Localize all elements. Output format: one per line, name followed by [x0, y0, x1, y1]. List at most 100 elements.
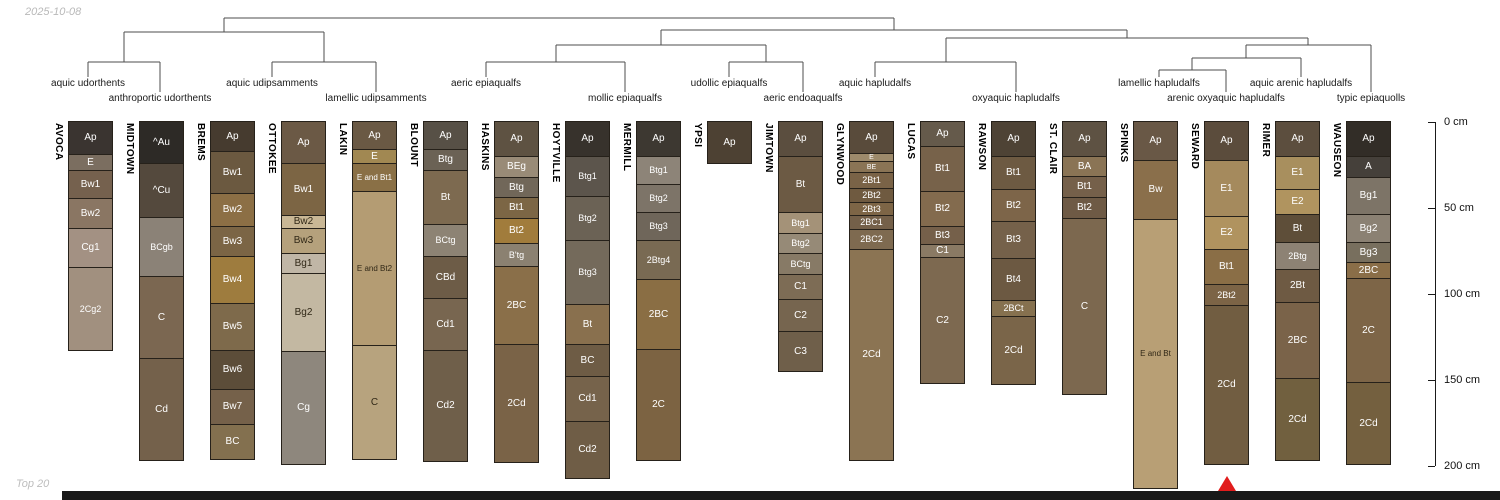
horizon-avoca-bw1: Bw1	[68, 170, 113, 199]
horizon-label: 2Btg4	[646, 254, 671, 265]
horizon-label: Bg3	[1359, 246, 1378, 258]
series-label-avoca: AVOCA	[53, 123, 64, 161]
horizon-haskins-bt2: Bt2	[494, 218, 539, 244]
horizon-label: 2BC2	[860, 234, 883, 244]
horizon-label: BC	[580, 354, 595, 366]
horizon-label: Ap	[794, 133, 807, 144]
horizon-lakin-e-and-bt1: E and Bt1	[352, 163, 397, 192]
horizon-label: Bt	[795, 178, 806, 190]
horizon-label: Bt3	[934, 229, 950, 241]
horizon-glynwood-ap: Ap	[849, 121, 894, 154]
horizon-spinks-bw: Bw	[1133, 160, 1178, 220]
horizon-label: Bt2	[1005, 199, 1021, 211]
taxon-label-udollic-epiaqualfs: udollic epiaqualfs	[690, 78, 768, 89]
soil-column-haskins: Ap BEg Btg Bt1 Bt2 B'tg 2BC 2Cd	[494, 121, 539, 463]
horizon-lucas-c2: C2	[920, 257, 965, 384]
horizon-label: Cd1	[578, 393, 597, 404]
horizon-label: 2BC	[1287, 334, 1308, 346]
horizon-glynwood-2bt2: 2Bt2	[849, 188, 894, 203]
horizon-brems-bw6: Bw6	[210, 350, 255, 390]
series-label-mermill: MERMILL	[621, 123, 632, 172]
horizon-rimer-ap: Ap	[1275, 121, 1320, 157]
horizon-blount-ap: Ap	[423, 121, 468, 150]
horizon-label: Bw2	[293, 216, 314, 227]
soil-column-ottokee: Ap Bw1 Bw2 Bw3 Bg1 Bg2 Cg	[281, 121, 326, 465]
horizon-label: Ap	[1362, 133, 1375, 144]
horizon-ottokee-bw1: Bw1	[281, 163, 326, 216]
horizon-rimer-e2: E2	[1275, 189, 1320, 215]
horizon-label: Cd2	[436, 400, 455, 411]
series-label-hoytville: HOYTVILLE	[550, 123, 561, 183]
horizon-wauseon-ap: Ap	[1346, 121, 1391, 157]
soil-column-spinks: Ap Bw E and Bt	[1133, 121, 1178, 489]
horizon-label: Ap	[936, 128, 949, 139]
horizon-label: C2	[936, 314, 949, 326]
horizon-haskins-btg: Btg	[494, 177, 539, 198]
horizon-jimtown-btg2: Btg2	[778, 233, 823, 254]
series-label-ottokee: OTTOKEE	[266, 123, 277, 174]
depth-tick-label: 100 cm	[1444, 288, 1481, 300]
horizon-wauseon-2bc: 2BC	[1346, 262, 1391, 279]
horizon-label: Bg2	[294, 306, 313, 318]
horizon-label: BE	[866, 163, 877, 171]
horizon-label: Btg2	[649, 193, 668, 203]
horizon-lucas-bt1: Bt1	[920, 146, 965, 192]
horizon-label: C	[1080, 300, 1089, 312]
horizon-jimtown-ap: Ap	[778, 121, 823, 157]
series-label-brems: BREMS	[195, 123, 206, 162]
horizon-rawson-bt2: Bt2	[991, 189, 1036, 222]
taxon-label-aquic-udipsamments: aquic udipsamments	[226, 78, 318, 89]
horizon-label: Ap	[581, 133, 594, 144]
horizon-ottokee-bg2: Bg2	[281, 273, 326, 352]
horizon-label: Bw1	[293, 183, 314, 195]
horizon-lucas-bt3: Bt3	[920, 226, 965, 245]
horizon-mermill-2btg4: 2Btg4	[636, 240, 681, 280]
soil-column-hoytville: Ap Btg1 Btg2 Btg3 Bt BC Cd1 Cd2	[565, 121, 610, 479]
horizon-lakin-e: E	[352, 149, 397, 164]
horizon-label: C2	[794, 309, 807, 321]
horizon-label: Btg	[508, 181, 524, 193]
taxon-label-aeric-endoaqualfs: aeric endoaqualfs	[763, 93, 843, 104]
horizon-label: BCgb	[150, 241, 173, 252]
horizon-label: Bt3	[1005, 234, 1021, 245]
horizon-label: Ap	[297, 136, 310, 148]
horizon-label: Bt1	[1076, 181, 1092, 192]
soil-column-st-clair: Ap BA Bt1 Bt2 C	[1062, 121, 1107, 395]
soil-column-rawson: Ap Bt1 Bt2 Bt3 Bt4 2BCt 2Cd	[991, 121, 1036, 385]
horizon-lakin-ap: Ap	[352, 121, 397, 150]
horizon-label: 2BC	[1358, 264, 1379, 276]
depth-tick	[1428, 122, 1435, 123]
horizon-label: A	[1365, 161, 1372, 172]
depth-tick	[1428, 294, 1435, 295]
horizon-haskins-2bc: 2BC	[494, 266, 539, 345]
horizon-hoytville-btg2: Btg2	[565, 196, 610, 241]
horizon-label: C1	[936, 245, 949, 256]
horizon-ottokee-cg: Cg	[281, 351, 326, 465]
horizon-label: Ap	[723, 136, 736, 148]
horizon-rawson-bt4: Bt4	[991, 258, 1036, 301]
horizon-wauseon-a: A	[1346, 156, 1391, 178]
series-label-haskins: HASKINS	[479, 123, 490, 171]
horizon-spinks-e-and-bt: E and Bt	[1133, 219, 1178, 489]
horizon-rawson-bt3: Bt3	[991, 221, 1036, 259]
horizon-jimtown-c3: C3	[778, 331, 823, 372]
horizon-label: 2Bt2	[862, 190, 881, 200]
horizon-label: Bw5	[222, 321, 243, 332]
soil-column-lakin: Ap E E and Bt1 E and Bt2 C	[352, 121, 397, 460]
horizon-label: BEg	[507, 161, 526, 172]
horizon-midtown-cu: ^Cu	[139, 163, 184, 218]
horizon-hoytville-btg3: Btg3	[565, 240, 610, 305]
horizon-label: 2Cd	[1359, 417, 1378, 429]
horizon-wauseon-bg2: Bg2	[1346, 214, 1391, 243]
dendrogram	[87, 17, 1372, 92]
horizon-hoytville-bt: Bt	[565, 304, 610, 345]
horizon-brems-bw2: Bw2	[210, 193, 255, 227]
horizon-label: Btg1	[649, 165, 668, 175]
taxon-label-aquic-hapludalfs: aquic hapludalfs	[838, 78, 912, 89]
horizon-blount-cbd: CBd	[423, 256, 468, 299]
horizon-avoca-e: E	[68, 154, 113, 171]
horizon-label: Bw	[1148, 184, 1163, 195]
horizon-jimtown-bt: Bt	[778, 156, 823, 213]
horizon-label: Bg1	[294, 257, 313, 269]
